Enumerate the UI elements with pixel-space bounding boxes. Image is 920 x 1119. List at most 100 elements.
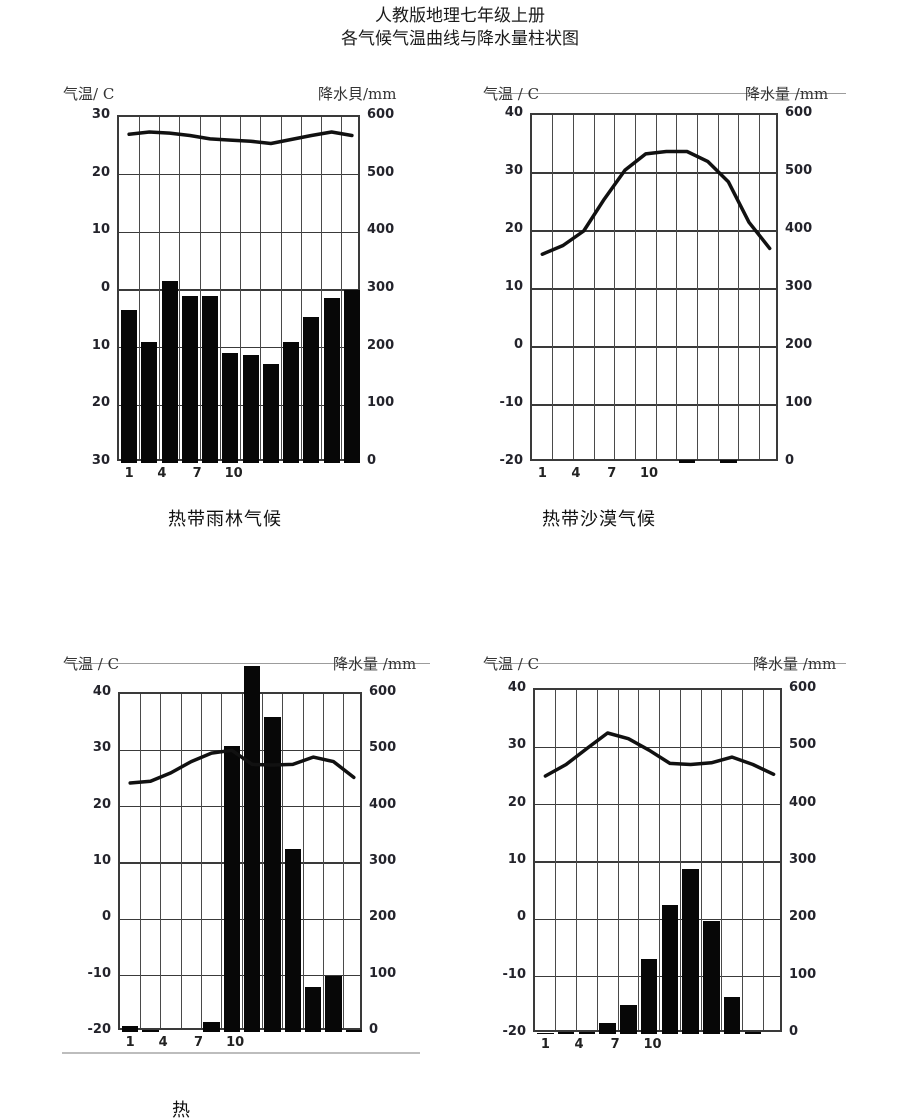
grid-line-vertical — [300, 117, 302, 459]
grid-line-horizontal — [120, 862, 360, 864]
grid-line-vertical — [614, 115, 616, 459]
month-axis-tick-label: 7 — [607, 466, 617, 481]
temp-axis-tick-label: -10 — [499, 395, 524, 410]
grid-line-vertical — [219, 117, 221, 459]
temp-axis-label: 气温/ C — [63, 85, 115, 103]
caption-underline — [62, 1052, 420, 1054]
grid-line-vertical — [593, 115, 595, 459]
precip-bar — [262, 364, 279, 463]
temp-axis-tick-label: 0 — [100, 280, 110, 295]
temp-axis-tick-label: 10 — [91, 337, 110, 353]
precip-bar — [537, 1033, 554, 1034]
page-title: 人教版地理七年级上册 — [375, 6, 545, 26]
grid-line-vertical — [721, 690, 723, 1030]
grid-line-vertical — [552, 115, 554, 459]
month-axis-tick-label: 10 — [224, 466, 243, 481]
temp-axis-tick-label: 10 — [507, 852, 526, 867]
precip-bar — [223, 746, 240, 1032]
precip-axis-tick-label: 500 — [369, 740, 397, 756]
precip-axis-tick-label: 300 — [785, 279, 813, 294]
grid-line-vertical — [762, 690, 764, 1030]
grid-line-vertical — [240, 117, 241, 459]
temp-axis-tick-label: -20 — [87, 1022, 112, 1037]
precip-axis-tick-label: 100 — [369, 965, 397, 981]
precip-axis-label: 降水量 /mm — [745, 85, 829, 103]
grid-line-vertical — [280, 117, 282, 459]
precip-bar — [264, 717, 281, 1032]
header-rule-line — [488, 663, 846, 664]
grid-line-horizontal — [535, 975, 780, 978]
precip-axis-tick-label: 400 — [789, 794, 817, 810]
temp-axis-tick-label: 0 — [516, 909, 526, 925]
temp-axis-tick-label: 10 — [504, 279, 523, 294]
precip-axis-tick-label: 600 — [369, 684, 397, 699]
precip-bar — [343, 290, 360, 463]
grid-line-horizontal — [532, 172, 776, 174]
precip-axis-tick-label: 200 — [789, 909, 817, 925]
grid-line-vertical — [659, 690, 660, 1030]
grid-line-vertical — [179, 117, 181, 459]
temp-axis-tick-label: -10 — [502, 966, 527, 982]
grid-line-vertical — [302, 694, 304, 1028]
temp-axis-tick-label: 10 — [91, 222, 110, 238]
grid-line-vertical — [738, 115, 740, 459]
precip-bar — [578, 1032, 596, 1034]
grid-line-horizontal — [532, 288, 776, 290]
precip-axis-tick-label: 600 — [789, 680, 817, 695]
precip-axis-label: 降水量 /mm — [333, 655, 417, 673]
month-axis-tick-label: 1 — [124, 466, 134, 481]
precip-axis-tick-label: 0 — [367, 453, 377, 468]
precip-bar — [325, 976, 342, 1032]
grid-line-vertical — [160, 694, 162, 1028]
precip-axis-tick-label: 600 — [367, 107, 395, 122]
temp-axis-tick-label: 40 — [92, 684, 111, 699]
grid-line-vertical — [758, 115, 760, 459]
precip-bar — [620, 1005, 637, 1034]
grid-line-vertical — [261, 694, 263, 1028]
precip-axis-label: 降水量 /mm — [753, 655, 837, 673]
temperature-curve — [127, 130, 354, 146]
temp-axis-tick-label: 10 — [92, 853, 111, 868]
page-subtitle: 各气候气温曲线与降水量柱状图 — [341, 29, 579, 49]
precip-bar — [720, 460, 737, 463]
grid-line-vertical — [655, 115, 657, 459]
month-axis-tick-label: 10 — [643, 1037, 662, 1052]
temperature-curve — [540, 149, 772, 256]
month-axis-tick-label: 7 — [192, 466, 202, 481]
month-axis-tick-label: 10 — [639, 466, 659, 481]
grid-line-vertical — [717, 115, 719, 459]
grid-line-vertical — [200, 694, 202, 1028]
grid-line-vertical — [555, 690, 557, 1030]
precip-axis-tick-label: 100 — [367, 395, 395, 411]
grid-line-horizontal — [532, 230, 776, 232]
precip-axis-tick-label: 300 — [789, 852, 817, 867]
grid-line-horizontal — [120, 918, 360, 921]
precip-axis-tick-label: 100 — [785, 395, 813, 410]
plot-area — [530, 113, 778, 463]
grid-line-vertical — [679, 690, 681, 1030]
grid-line-horizontal — [535, 803, 780, 806]
precip-bar — [640, 959, 658, 1034]
precip-bar — [222, 353, 239, 463]
grid-line-vertical — [700, 690, 702, 1030]
grid-line-vertical — [742, 690, 743, 1030]
precip-axis-tick-label: 0 — [785, 453, 795, 468]
precip-bar — [323, 298, 340, 463]
month-axis-tick-label: 4 — [158, 1035, 168, 1050]
precip-axis-tick-label: 400 — [369, 796, 397, 812]
climograph-tropical-desert: 40 30 20 10 0 -10 -20 600 500 400 300 200 100 0 1 4 7 10 — [500, 105, 813, 481]
grid-line-horizontal — [535, 861, 780, 863]
precip-bar — [284, 849, 301, 1032]
temp-axis-tick-label: 20 — [507, 794, 526, 810]
grid-line-vertical — [199, 117, 201, 459]
temperature-curve — [543, 731, 776, 778]
grid-line-vertical — [343, 694, 345, 1028]
month-axis-tick-label: 4 — [574, 1037, 584, 1052]
precip-bar — [141, 342, 158, 463]
chart-caption: 热带雨林气候 — [168, 509, 282, 530]
precip-axis-tick-label: 200 — [785, 337, 813, 352]
precip-axis-tick-label: 400 — [367, 222, 395, 238]
precip-bar — [345, 1030, 362, 1032]
chart-caption-partial: 热 — [172, 1100, 191, 1119]
